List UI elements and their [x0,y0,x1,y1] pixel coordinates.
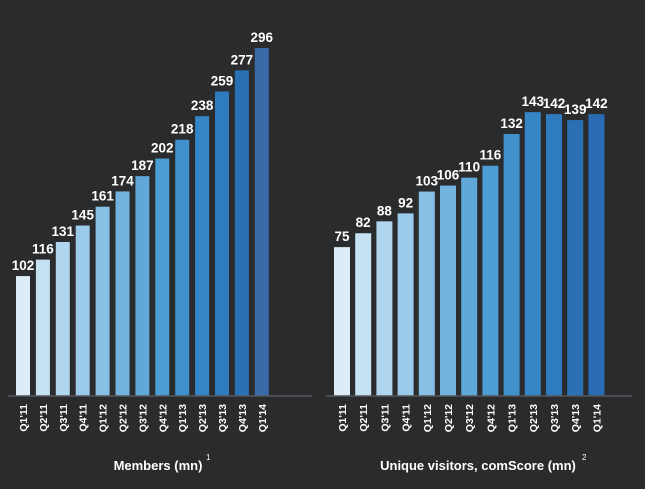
x-tick-label: Q4'13 [570,404,582,432]
bar [546,114,562,396]
bar [175,139,190,396]
x-tick-label: Q2'13 [197,404,209,432]
data-label: 116 [32,242,54,257]
data-label: 259 [211,74,234,89]
data-label: 139 [564,102,587,117]
x-tick-label: Q4'13 [237,404,249,432]
bar [155,158,170,396]
data-label: 187 [131,158,154,173]
bar [440,185,456,396]
x-tick-label: Q1'13 [507,404,519,432]
bar [588,114,605,396]
members-chart: 102 Q1'11 116 Q2'11 131 Q3'11 145 Q4'11 161 Q1'12… [8,30,312,473]
bar [461,177,478,396]
x-tick-label: Q1'11 [337,404,349,432]
data-label: 238 [191,98,214,113]
footnote-marker: 1 [206,453,211,462]
bar [55,241,70,396]
bar [215,91,229,396]
x-tick-label: Q3'11 [379,404,391,432]
x-tick-label: Q1'12 [422,404,434,432]
x-tick-label: Q2'11 [358,404,370,432]
data-label: 131 [52,224,75,239]
x-tick-label: Q4'12 [485,404,497,432]
x-tick-label: Q1'14 [591,404,603,432]
bar [75,225,90,396]
bar [355,233,372,396]
data-label: 75 [334,229,350,244]
data-label: 88 [377,203,393,218]
bar [135,176,150,396]
bar [254,48,269,396]
x-tick-label: Q4'11 [401,404,413,432]
bar [397,213,414,396]
bar [482,165,499,396]
x-tick-label: Q4'11 [78,404,90,432]
data-label: 92 [398,195,413,210]
data-label: 132 [500,116,523,131]
x-tick-label: Q2'13 [528,404,540,432]
bar [524,112,541,397]
data-label: 202 [151,141,174,156]
x-tick-label: Q2'12 [118,404,130,432]
x-tick-label: Q2'12 [443,404,455,432]
bar [334,247,350,396]
bar [503,133,520,397]
data-label: 174 [111,173,134,188]
data-label: 106 [437,168,460,183]
data-label: 103 [416,174,439,189]
x-axis-label: Members (mn) [114,458,203,473]
data-label: 102 [12,258,35,273]
x-tick-label: Q1'12 [98,404,110,432]
x-tick-label: Q3'13 [217,404,229,432]
x-tick-label: Q1'13 [177,404,189,432]
data-label: 143 [522,94,545,109]
footnote-marker: 2 [582,453,587,462]
x-tick-label: Q2'11 [38,404,50,432]
x-tick-label: Q3'12 [137,404,149,432]
data-label: 110 [458,160,480,175]
x-tick-label: Q3'12 [464,404,476,432]
data-label: 161 [91,189,114,204]
bar [16,276,30,396]
bar [234,70,249,397]
bar [418,191,435,396]
data-label: 277 [231,52,254,67]
data-label: 142 [585,96,608,111]
bar [376,221,393,396]
data-label: 142 [543,96,566,111]
unique-visitors-chart: 75 Q1'11 82 Q2'11 88 Q3'11 92 Q4'11 103 Q1'12 106 Q… [326,94,632,473]
x-tick-label: Q4'12 [157,404,169,432]
data-label: 296 [251,30,274,45]
bar [95,206,110,396]
data-label: 218 [171,122,194,137]
x-tick-label: Q1'11 [18,404,30,432]
data-label: 116 [480,148,502,163]
x-tick-label: Q1'14 [257,404,269,432]
bar [567,120,584,397]
data-label: 145 [71,208,94,223]
bar [35,259,50,396]
bar [195,116,210,397]
x-tick-label: Q3'11 [58,404,70,432]
data-label: 82 [356,215,371,230]
x-axis-label: Unique visitors, comScore (mn) [380,458,576,473]
x-tick-label: Q3'13 [549,404,561,432]
bar [115,191,130,396]
